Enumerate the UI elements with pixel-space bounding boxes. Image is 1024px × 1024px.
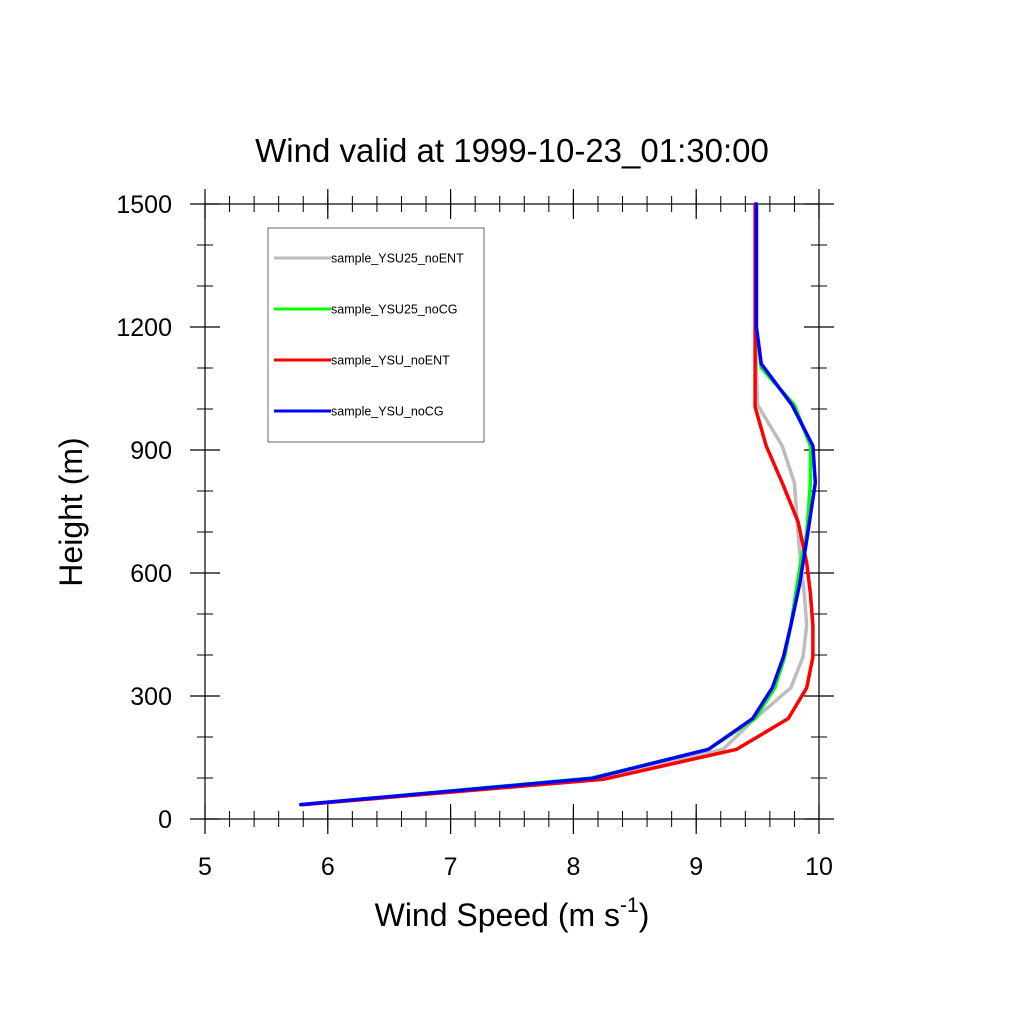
y-axis-label: Height (m) xyxy=(53,437,89,586)
x-tick-label: 10 xyxy=(805,853,833,881)
y-tick-label: 900 xyxy=(130,437,172,465)
legend-items: sample_YSU25_noENT sample_YSU25_noCGsampl… xyxy=(274,252,464,419)
legend-box xyxy=(267,227,485,443)
chart-title: Wind valid at 1999-10-23_01:30:00 xyxy=(255,132,769,169)
y-tick-label: 600 xyxy=(130,560,172,588)
series-lines xyxy=(299,202,818,807)
x-tick-label: 7 xyxy=(444,853,458,881)
y-tick-label: 1200 xyxy=(116,314,172,342)
x-tick-label: 6 xyxy=(321,853,335,881)
y-tick-label: 1500 xyxy=(116,191,172,219)
y-tick-label: 300 xyxy=(130,683,172,711)
x-tick-label: 8 xyxy=(566,853,580,881)
y-tick-labels: 0 300 600 900 1200 1500 xyxy=(116,191,172,834)
legend-label: sample_YSU_noENT xyxy=(331,354,450,368)
series-line-sample_YSU_noCG xyxy=(299,202,818,807)
legend: sample_YSU25_noENT sample_YSU25_noCGsampl… xyxy=(267,227,485,443)
legend-label: sample_YSU_noCG xyxy=(331,405,444,419)
legend-label: sample_YSU25_noENT xyxy=(331,252,464,266)
x-tick-labels: 5 6 7 8 9 10 xyxy=(198,853,833,881)
x-tick-label: 5 xyxy=(198,853,212,881)
x-tick-label: 9 xyxy=(689,853,703,881)
y-tick-label: 0 xyxy=(158,806,172,834)
plot-frame xyxy=(204,203,820,820)
x-axis-label: Wind Speed (m s-1) xyxy=(375,894,650,933)
legend-label: sample_YSU25_noCG xyxy=(331,303,457,317)
